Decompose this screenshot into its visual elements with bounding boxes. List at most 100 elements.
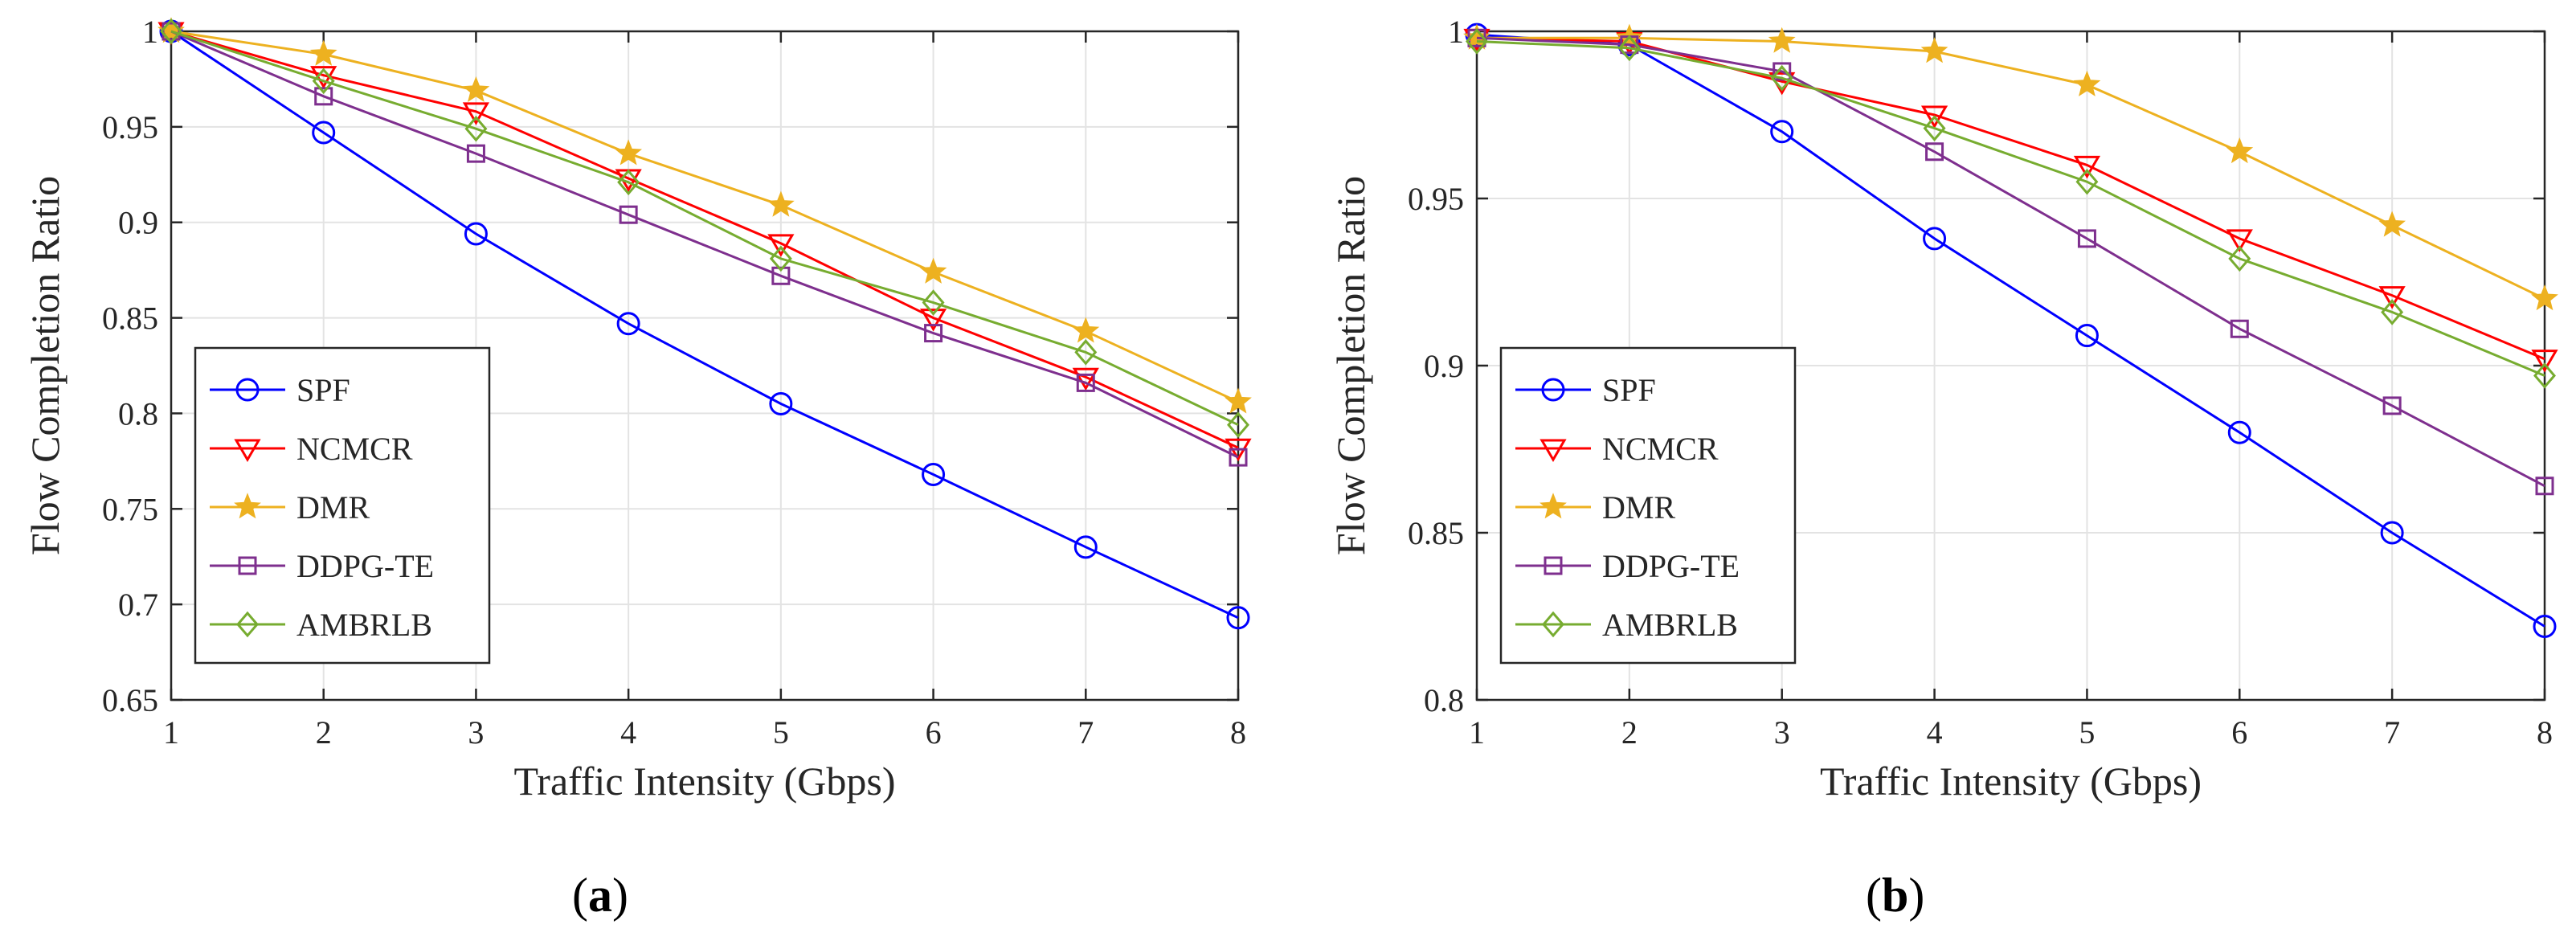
y-tick-label: 0.95 [1408,181,1464,217]
x-tick-label: 3 [1774,714,1790,751]
data-point [309,39,337,66]
legend-label: NCMCR [1602,431,1719,467]
data-point [1074,339,1098,366]
data-point [919,257,947,284]
legend-item-ddpg-te: DDPG-TE [210,548,434,584]
legend-label: SPF [296,372,350,408]
legend: SPF NCMCR DMR DDPG-TE AMBRLB [194,346,491,665]
y-tick-label: 1 [1448,14,1464,50]
x-tick-label: 6 [926,714,942,751]
data-point [1227,411,1249,438]
legend-label: SPF [1602,372,1656,408]
data-point [464,222,488,246]
series-ddpg-te [162,22,1248,467]
chart-panel-b: 1 2 3 4 5 6 7 8 0.8 0.85 0.9 0.95 1 Traffic Intensity… [1328,14,2558,804]
data-point [2227,420,2251,444]
legend: SPF NCMCR DMR DDPG-TE AMBRLB [1499,346,1797,665]
legend-item-ddpg-te: DDPG-TE [1515,548,1740,584]
axes-box [170,30,1240,702]
data-point [2533,362,2556,389]
legend-marker [1539,439,1567,462]
data-point [771,266,791,285]
data-point [1770,64,1793,92]
legend-item-spf: SPF [1515,372,1656,408]
x-tick-label: 8 [1230,714,1246,751]
data-point [2381,299,2404,325]
data-point [1773,62,1792,81]
data-point [1770,120,1794,144]
data-point [462,102,490,125]
series-line [1476,40,2545,377]
data-point [1076,373,1095,392]
series-line [170,30,1239,403]
data-point [2531,350,2558,373]
legend-marker [1542,611,1564,638]
data-point [314,87,333,106]
data-point [160,18,182,45]
legend-item-ambrlb: AMBRLB [210,607,432,643]
data-point [2378,286,2406,309]
x-tick-label: 2 [316,714,332,751]
x-tick-label: 7 [2384,714,2400,751]
x-tick-label: 5 [2079,714,2095,751]
x-tick-label: 4 [1927,714,1943,751]
y-tick-label: 1 [142,14,158,50]
data-point [1072,317,1100,343]
legend-marker [1541,378,1565,402]
series-line [1476,36,2545,488]
data-point [922,462,946,486]
data-point [1768,27,1796,53]
data-point [1072,367,1099,391]
x-tick-label: 1 [163,714,179,751]
data-point [2226,229,2253,252]
data-point [312,121,336,145]
data-point [2382,396,2402,415]
legend-marker [235,378,260,402]
x-tick-label: 4 [620,714,636,751]
legend-marker [238,556,257,575]
data-point [1229,448,1248,467]
data-point [767,234,795,257]
series-line [170,30,1239,427]
data-point [2075,168,2099,195]
data-point [1923,115,1946,141]
data-point [2378,211,2406,237]
data-point [2230,319,2249,338]
series-ambrlb [1466,28,2556,389]
data-point [2535,477,2554,496]
legend-item-ambrlb: AMBRLB [1515,607,1738,643]
legend-label: DDPG-TE [1602,548,1740,584]
legend-marker [1539,493,1567,519]
data-point [1920,37,1948,63]
data-point [1225,387,1252,414]
data-point [2228,245,2251,272]
x-tick-label: 8 [2537,714,2553,751]
y-tick-label: 0.7 [118,587,158,623]
series-ambrlb [160,18,1249,438]
legend-marker [236,611,259,638]
legend-item-ncmcr: NCMCR [1515,431,1719,467]
legend-item-ncmcr: NCMCR [210,431,413,467]
data-point [2226,137,2254,164]
series-line [170,30,1239,620]
legend-label: AMBRLB [296,607,432,643]
x-tick-label: 3 [468,714,484,751]
chart-panel-a: 1 2 3 4 5 6 7 8 0.65 0.7 0.75 0.8 0.85 0.9 0.95 1 Traffi… [22,14,1252,804]
data-point [767,190,795,217]
legend-label: DMR [1602,489,1675,526]
legend-label: DDPG-TE [296,548,434,584]
legend-item-spf: SPF [210,372,350,408]
y-tick-label: 0.8 [118,395,158,432]
data-point [769,245,792,272]
series-line [170,30,1239,459]
y-tick-label: 0.9 [1424,348,1464,384]
y-tick-label: 0.85 [102,301,158,337]
data-point [2533,614,2557,638]
legend-item-dmr: DMR [1515,489,1675,526]
y-tick-label: 0.95 [102,109,158,145]
data-point [617,169,640,196]
data-point [922,289,945,316]
x-tick-label: 2 [1621,714,1638,751]
y-tick-label: 0.8 [1424,682,1464,718]
